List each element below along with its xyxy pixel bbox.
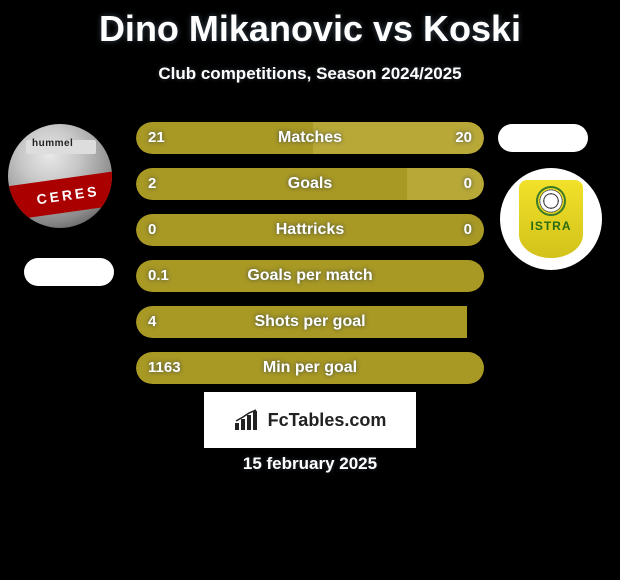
- watermark-text: FcTables.com: [268, 410, 387, 431]
- watermark: FcTables.com: [204, 392, 416, 448]
- stat-label: Shots per goal: [136, 306, 484, 338]
- date-text: 15 february 2025: [0, 454, 620, 474]
- stat-row: 4Shots per goal: [136, 306, 484, 338]
- subtitle: Club competitions, Season 2024/2025: [0, 64, 620, 84]
- stat-label: Matches: [136, 122, 484, 154]
- jersey-stripe: CERES: [8, 167, 112, 223]
- jersey-stripe-text: CERES: [36, 183, 101, 208]
- stat-row: 2120Matches: [136, 122, 484, 154]
- stat-row: 20Goals: [136, 168, 484, 200]
- stats-bars: 2120Matches 20Goals 00Hattricks 0.1Goals pe…: [136, 122, 484, 398]
- stat-row: 1163Min per goal: [136, 352, 484, 384]
- stat-row: 0.1Goals per match: [136, 260, 484, 292]
- shield-icon: ISTRA: [519, 180, 583, 258]
- stat-label: Min per goal: [136, 352, 484, 384]
- pill-left: [24, 258, 114, 286]
- stat-label: Goals per match: [136, 260, 484, 292]
- crest-text: ISTRA: [531, 219, 572, 233]
- stat-row: 00Hattricks: [136, 214, 484, 246]
- stat-label: Hattricks: [136, 214, 484, 246]
- chart-icon: [234, 409, 262, 431]
- page-title: Dino Mikanovic vs Koski: [0, 0, 620, 50]
- stat-label: Goals: [136, 168, 484, 200]
- pill-right: [498, 124, 588, 152]
- player-left-avatar: CERES: [8, 124, 112, 228]
- player-right-crest: ISTRA: [500, 168, 602, 270]
